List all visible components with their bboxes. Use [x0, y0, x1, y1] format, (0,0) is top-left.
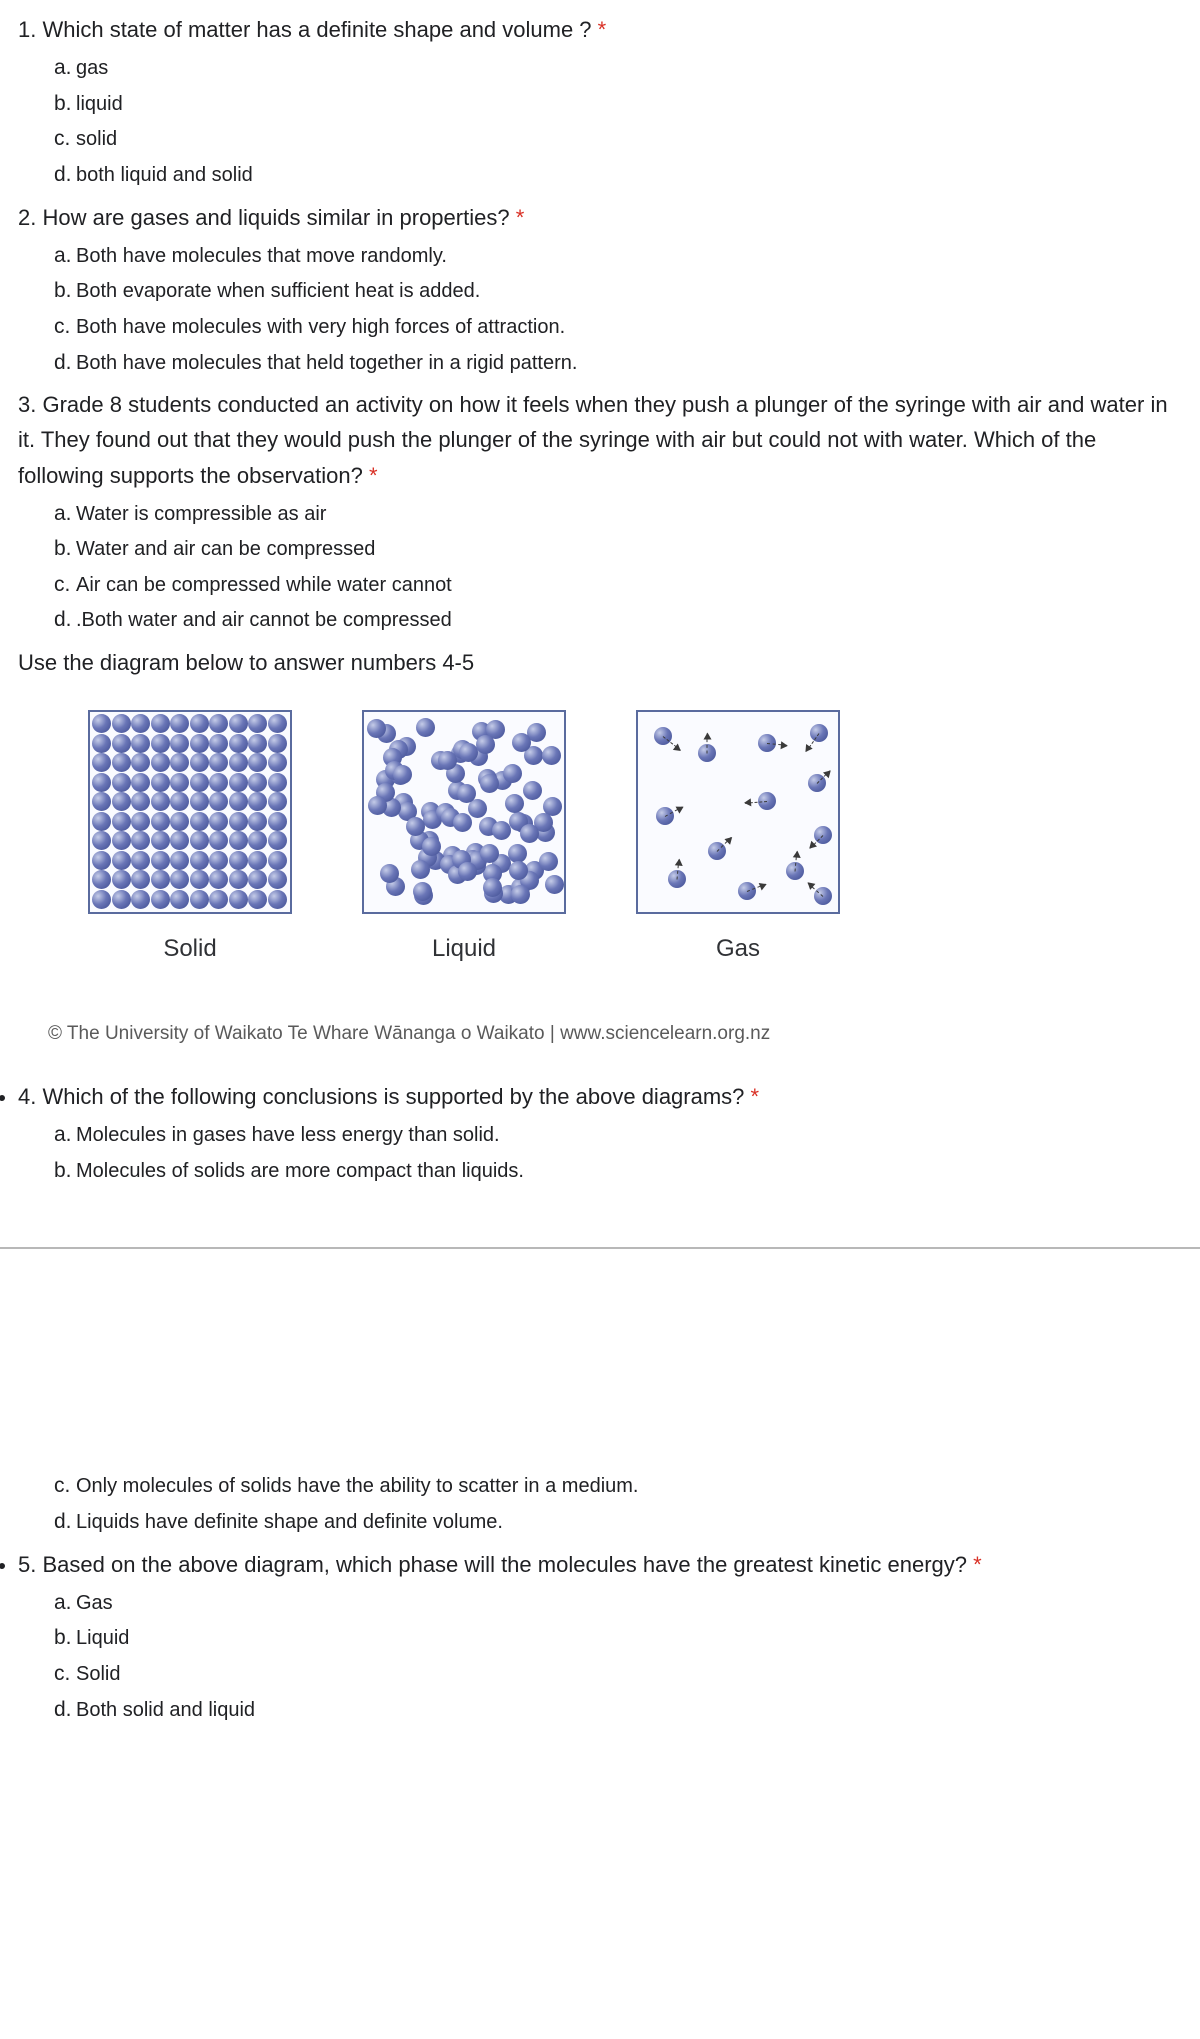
question-text: 5. Based on the above diagram, which pha… [18, 1547, 1182, 1582]
required-marker: * [751, 1084, 760, 1109]
option-item: b.Liquid [54, 1621, 1182, 1655]
option-letter: c. [54, 568, 76, 602]
option-text: Water is compressible as air [76, 503, 326, 525]
option-item: c.solid [54, 122, 1182, 156]
option-letter: d. [54, 603, 76, 637]
option-item: a.Water is compressible as air [54, 497, 1182, 531]
question-text: 2. How are gases and liquids similar in … [18, 200, 1182, 235]
option-letter: c. [54, 1469, 76, 1503]
option-text: Solid [76, 1663, 120, 1685]
question-text: 4. Which of the following conclusions is… [18, 1079, 1182, 1114]
option-text: Both solid and liquid [76, 1699, 255, 1721]
option-text: Water and air can be compressed [76, 538, 375, 560]
option-letter: c. [54, 310, 76, 344]
option-letter: a. [54, 1586, 76, 1620]
option-list: c.Only molecules of solids have the abil… [18, 1469, 1182, 1538]
diagram-gas: Gas [636, 710, 840, 968]
option-list: a.gasb.liquidc.solidd.both liquid and so… [18, 51, 1182, 191]
option-text: Liquids have definite shape and definite… [76, 1511, 503, 1533]
option-item: b.Both evaporate when sufficient heat is… [54, 274, 1182, 308]
option-text: Both have molecules that held together i… [76, 352, 577, 374]
option-item: d.both liquid and solid [54, 158, 1182, 192]
question-text: 1. Which state of matter has a definite … [18, 12, 1182, 47]
option-item: d.Liquids have definite shape and defini… [54, 1505, 1182, 1539]
option-item: c.Only molecules of solids have the abil… [54, 1469, 1182, 1503]
option-text: Air can be compressed while water cannot [76, 574, 452, 596]
option-letter: a. [54, 239, 76, 273]
option-item: d.Both solid and liquid [54, 1693, 1182, 1727]
option-letter: b. [54, 532, 76, 566]
question-4: 4. Which of the following conclusions is… [18, 1079, 1182, 1187]
option-letter: d. [54, 158, 76, 192]
option-list: a.Both have molecules that move randomly… [18, 239, 1182, 379]
option-item: c.Air can be compressed while water cann… [54, 568, 1182, 602]
option-letter: c. [54, 1657, 76, 1691]
option-text: solid [76, 128, 117, 150]
page-break [0, 1247, 1200, 1249]
diagram-solid: Solid [88, 710, 292, 968]
option-list: a.Molecules in gases have less energy th… [18, 1118, 1182, 1187]
option-letter: b. [54, 1154, 76, 1188]
option-text: liquid [76, 93, 123, 115]
diagram-liquid: Liquid [362, 710, 566, 968]
option-item: c.Solid [54, 1657, 1182, 1691]
option-item: d..Both water and air cannot be compress… [54, 603, 1182, 637]
option-letter: b. [54, 1621, 76, 1655]
option-text: Both evaporate when sufficient heat is a… [76, 280, 480, 302]
option-text: Only molecules of solids have the abilit… [76, 1475, 638, 1497]
option-letter: a. [54, 497, 76, 531]
option-text: Liquid [76, 1627, 129, 1649]
question-4-continued: c.Only molecules of solids have the abil… [18, 1469, 1182, 1538]
option-item: a.Both have molecules that move randomly… [54, 239, 1182, 273]
diagram-box [88, 710, 292, 914]
option-letter: b. [54, 87, 76, 121]
option-item: b.Molecules of solids are more compact t… [54, 1154, 1182, 1188]
attribution-text: © The University of Waikato Te Whare Wān… [48, 1019, 1182, 1049]
option-text: Molecules in gases have less energy than… [76, 1124, 500, 1146]
option-text: gas [76, 57, 108, 79]
option-item: b.Water and air can be compressed [54, 532, 1182, 566]
question-5: 5. Based on the above diagram, which pha… [18, 1547, 1182, 1727]
required-marker: * [973, 1552, 982, 1577]
question-text: 3. Grade 8 students conducted an activit… [18, 387, 1182, 493]
required-marker: * [369, 463, 378, 488]
diagram-instruction: Use the diagram below to answer numbers … [18, 645, 1182, 680]
option-letter: d. [54, 1505, 76, 1539]
option-item: a.Molecules in gases have less energy th… [54, 1118, 1182, 1152]
option-text: .Both water and air cannot be compressed [76, 609, 452, 631]
required-marker: * [598, 17, 607, 42]
question-list: 1. Which state of matter has a definite … [18, 12, 1182, 637]
states-of-matter-diagram: Solid Liquid Gas [18, 710, 1182, 968]
option-letter: c. [54, 122, 76, 156]
option-letter: d. [54, 1693, 76, 1727]
option-list: a.Water is compressible as airb.Water an… [18, 497, 1182, 637]
option-item: a.Gas [54, 1586, 1182, 1620]
required-marker: * [516, 205, 525, 230]
option-text: both liquid and solid [76, 164, 253, 186]
option-item: a.gas [54, 51, 1182, 85]
option-text: Both have molecules that move randomly. [76, 245, 447, 267]
diagram-label: Gas [716, 930, 760, 968]
diagram-label: Solid [163, 930, 216, 968]
option-letter: a. [54, 1118, 76, 1152]
option-letter: b. [54, 274, 76, 308]
option-list: a.Gasb.Liquidc.Solidd.Both solid and liq… [18, 1586, 1182, 1726]
diagram-box [636, 710, 840, 914]
option-item: c.Both have molecules with very high for… [54, 310, 1182, 344]
option-letter: d. [54, 346, 76, 380]
option-item: d.Both have molecules that held together… [54, 346, 1182, 380]
option-text: Gas [76, 1592, 113, 1614]
diagram-label: Liquid [432, 930, 496, 968]
option-item: b.liquid [54, 87, 1182, 121]
diagram-box [362, 710, 566, 914]
option-text: Molecules of solids are more compact tha… [76, 1160, 524, 1182]
option-letter: a. [54, 51, 76, 85]
option-text: Both have molecules with very high force… [76, 316, 565, 338]
